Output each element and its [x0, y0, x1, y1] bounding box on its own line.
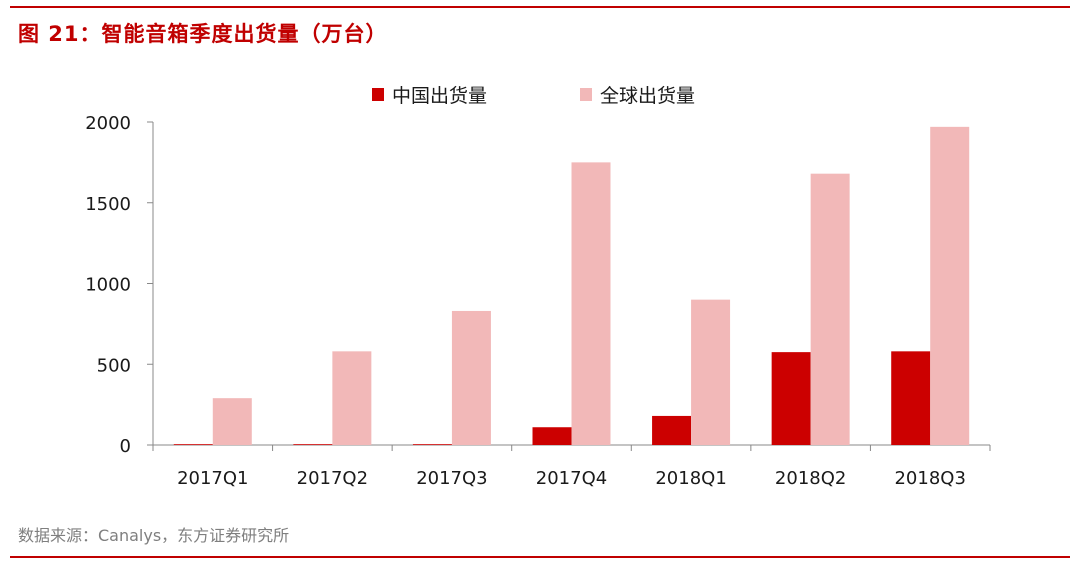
y-tick-label: 500	[97, 355, 131, 376]
x-tick-label: 2017Q2	[297, 468, 368, 489]
bar-china-2018Q3	[891, 351, 931, 445]
bar-china-2017Q4	[532, 427, 572, 445]
legend-swatch-china	[372, 88, 384, 101]
bar-global-2018Q3	[930, 126, 970, 445]
x-tick-label: 2018Q1	[655, 468, 726, 489]
figure-title: 图 21：智能音箱季度出货量（万台）	[18, 22, 388, 46]
bar-china-2018Q2	[771, 352, 811, 445]
bar-global-2018Q2	[810, 173, 850, 445]
y-tick-label: 2000	[85, 113, 131, 134]
x-tick-label: 2017Q1	[177, 468, 248, 489]
bar-china-2017Q3	[412, 444, 452, 445]
bar-global-2017Q2	[332, 351, 372, 445]
legend-swatch-global	[580, 88, 592, 101]
bottom-rule	[10, 556, 1070, 558]
x-tick-label: 2017Q3	[416, 468, 487, 489]
legend: 中国出货量 全球出货量	[372, 85, 695, 107]
bar-global-2017Q1	[212, 398, 252, 445]
y-tick-label: 1500	[85, 194, 131, 215]
bar-global-2018Q1	[691, 299, 731, 445]
bar-global-2017Q3	[451, 310, 491, 445]
y-axis: 0 500 1000 1500 2000	[85, 113, 154, 457]
y-tick-label: 0	[120, 436, 131, 457]
bars	[173, 126, 970, 445]
x-tick-label: 2018Q2	[775, 468, 846, 489]
x-tick-label: 2018Q3	[894, 468, 965, 489]
y-tick-label: 1000	[85, 275, 131, 296]
legend-label-china: 中国出货量	[392, 85, 487, 107]
bar-china-2017Q2	[293, 444, 333, 445]
source-note: 数据来源：Canalys，东方证券研究所	[18, 526, 290, 545]
legend-label-global: 全球出货量	[600, 85, 695, 107]
bar-global-2017Q4	[571, 162, 611, 445]
x-axis: 2017Q1 2017Q2 2017Q3 2017Q4 2018Q1 2018Q2 2018…	[152, 444, 991, 489]
x-tick-label: 2017Q4	[536, 468, 607, 489]
bar-china-2018Q1	[652, 415, 692, 445]
bar-china-2017Q1	[173, 444, 213, 445]
top-rule	[10, 6, 1070, 8]
